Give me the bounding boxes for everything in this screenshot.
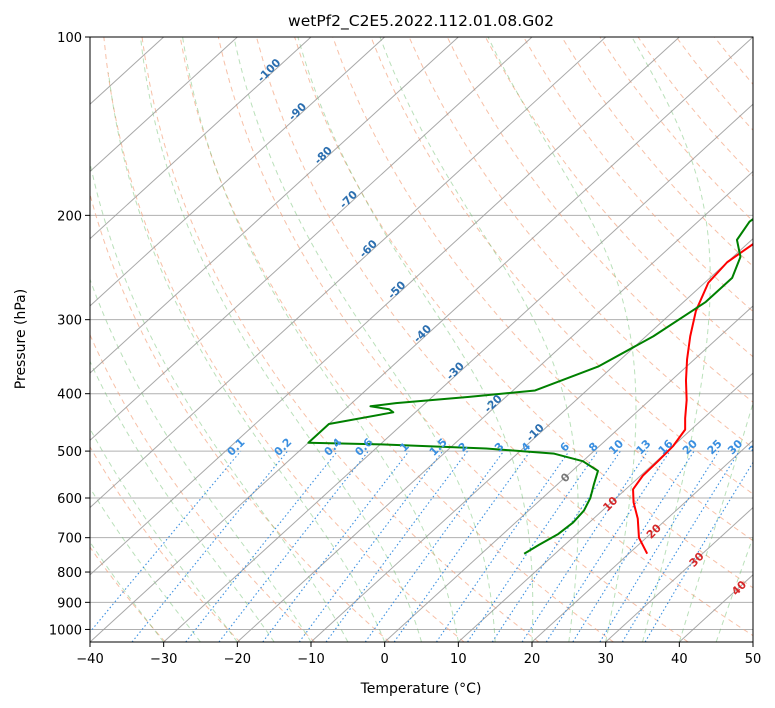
mixing-ratio-line-14 xyxy=(572,450,695,642)
mixing-ratio-line-8 xyxy=(393,450,531,642)
moist-adiabat-line xyxy=(297,37,534,642)
dry-adiabat-line xyxy=(90,333,316,642)
isotherm-line xyxy=(163,103,753,642)
moist-adiabat-line xyxy=(182,37,459,642)
isotherm-line xyxy=(605,506,753,642)
mixing-ratio-line-9 xyxy=(435,450,570,642)
moist-adiabat-line xyxy=(678,401,753,642)
moist-adiabat-lines xyxy=(90,37,753,642)
mixing-ratio-line-1 xyxy=(131,450,289,642)
y-axis-label: Pressure (hPa) xyxy=(13,289,29,389)
moist-adiabat-line xyxy=(140,37,422,642)
dry-adiabat-lines xyxy=(90,37,753,642)
isotherm-line xyxy=(90,37,312,240)
mixing-ratio-line-12 xyxy=(521,450,649,642)
isotherm-line xyxy=(90,37,680,576)
isotherm-line xyxy=(90,37,753,642)
plot-frame xyxy=(89,36,754,643)
mixing-ratio-line-7 xyxy=(364,450,505,642)
x-tick-label: −10 xyxy=(297,652,324,667)
mixing-ratio-line-0 xyxy=(90,450,242,633)
mixing-ratio-line-10 xyxy=(467,450,599,642)
mixing-ratio-lines xyxy=(90,450,753,642)
y-tick-label: 200 xyxy=(57,209,82,224)
dry-adiabat-line xyxy=(370,37,753,495)
grid-lines xyxy=(90,37,753,630)
dry-adiabat-line xyxy=(103,37,465,642)
x-tick-label: 30 xyxy=(597,652,614,667)
y-axis: 100 200 300 400 500 600 700 800 900 1000 xyxy=(49,31,90,638)
y-tick-label: 900 xyxy=(57,596,82,611)
moist-adiabat-line xyxy=(90,160,349,642)
y-tick-label: 100 xyxy=(57,31,82,46)
x-tick-label: 50 xyxy=(745,652,762,667)
y-tick-label: 600 xyxy=(57,492,82,507)
moist-adiabat-line xyxy=(90,360,275,642)
isotherm-line xyxy=(90,37,386,307)
moist-adiabat-line xyxy=(107,72,386,642)
mixing-ratio-line-16 xyxy=(621,450,740,642)
dry-adiabat-line xyxy=(90,546,166,642)
isotherm-line xyxy=(752,641,753,642)
y-tick-label: 800 xyxy=(57,566,82,581)
sounding-profiles xyxy=(307,217,753,555)
dry-adiabat-line xyxy=(446,37,753,403)
dry-adiabat-line xyxy=(90,445,241,642)
y-tick-label: 1000 xyxy=(49,623,82,638)
isotherm-line xyxy=(236,170,753,642)
chart-title: wetPf2_C2E5.2022.112.01.08.G02 xyxy=(288,12,554,31)
dry-adiabat-line xyxy=(217,37,689,642)
y-tick-label: 500 xyxy=(57,445,82,460)
x-tick-label: 0 xyxy=(381,652,389,667)
x-tick-label: −20 xyxy=(224,652,251,667)
moist-adiabat-line xyxy=(90,487,201,642)
skewed-isotherm-lines xyxy=(90,37,753,642)
moist-adiabat-line xyxy=(90,427,238,642)
dry-adiabat-line xyxy=(408,37,753,449)
isotherm-line xyxy=(90,37,533,442)
isotherm-line xyxy=(90,37,607,509)
moist-adiabat-line xyxy=(90,277,312,642)
dewpoint-profile xyxy=(307,217,753,555)
dry-adiabat-line xyxy=(752,37,753,39)
moist-adiabat-line xyxy=(487,37,637,642)
mixing-ratio-line-4 xyxy=(262,450,410,642)
x-tick-label: −30 xyxy=(150,652,177,667)
mixing-ratio-line-2 xyxy=(185,450,338,642)
mixing-ratio-line-6 xyxy=(325,450,468,642)
moist-adiabat-line xyxy=(90,541,165,642)
temperature-profile xyxy=(632,242,753,555)
mixing-ratio-label: 36 xyxy=(746,437,766,457)
x-tick-label: 20 xyxy=(524,652,541,667)
dry-adiabat-line xyxy=(255,37,753,637)
isotherm-line xyxy=(90,37,459,374)
y-tick-label: 300 xyxy=(57,314,82,329)
x-tick-label: 10 xyxy=(450,652,467,667)
x-tick-label: −40 xyxy=(76,652,103,667)
y-tick-label: 400 xyxy=(57,388,82,403)
isotherm-line xyxy=(310,237,753,642)
isotherm-line xyxy=(531,439,753,642)
mixing-ratio-line-13 xyxy=(545,450,671,642)
moist-adiabat-line xyxy=(379,37,579,642)
x-tick-label: 40 xyxy=(671,652,688,667)
isotherm-line xyxy=(90,37,238,173)
isotherm-line xyxy=(384,305,753,642)
isotherm-line xyxy=(457,372,753,642)
x-axis: −40 −30 −20 −10 0 10 20 30 40 50 xyxy=(76,642,761,667)
dry-adiabat-line xyxy=(141,37,540,642)
y-tick-label: 700 xyxy=(57,532,82,547)
mixing-ratio-line-5 xyxy=(298,450,444,642)
x-axis-label: Temperature (°C) xyxy=(360,681,482,697)
